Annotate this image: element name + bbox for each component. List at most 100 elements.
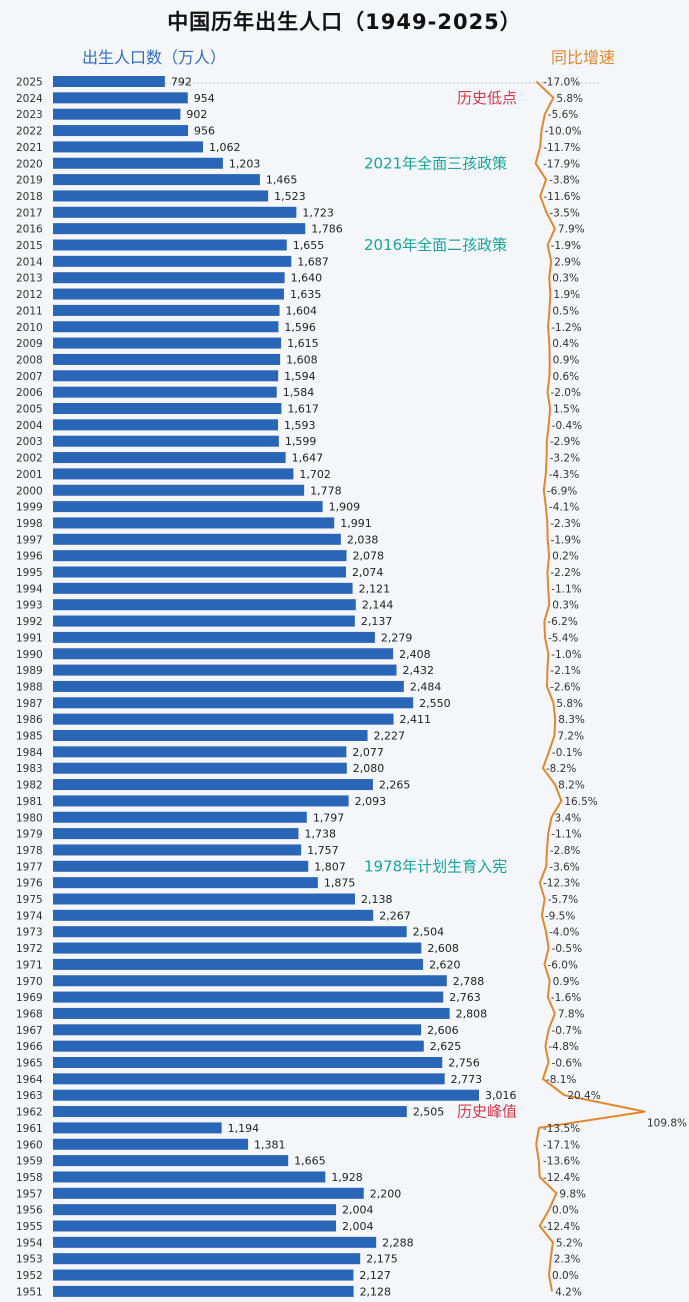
year-label: 2024 bbox=[16, 93, 43, 105]
bar bbox=[53, 860, 309, 872]
growth-value-label: -1.9% bbox=[551, 534, 581, 546]
annotation-label: 1978年计划生育入宪 bbox=[364, 857, 507, 875]
growth-value-label: -5.7% bbox=[548, 894, 578, 906]
bar-value-label: 2,200 bbox=[370, 1187, 402, 1200]
bar-value-label: 1,584 bbox=[283, 386, 315, 399]
bar-value-label: 1,062 bbox=[209, 141, 241, 154]
year-label: 2023 bbox=[16, 109, 43, 121]
bar bbox=[53, 337, 282, 349]
year-label: 1959 bbox=[16, 1156, 43, 1168]
growth-value-label: -5.6% bbox=[548, 109, 578, 121]
bar bbox=[53, 174, 260, 186]
bar-value-label: 1,797 bbox=[313, 811, 345, 824]
bar bbox=[53, 991, 444, 1003]
growth-value-label: -1.6% bbox=[551, 992, 581, 1004]
bar bbox=[53, 1040, 424, 1052]
year-label: 1970 bbox=[16, 976, 43, 988]
bar-value-label: 2,505 bbox=[413, 1106, 445, 1119]
year-label: 1962 bbox=[16, 1107, 43, 1119]
bar-value-label: 2,128 bbox=[360, 1285, 392, 1298]
bar bbox=[53, 680, 404, 692]
bar-value-label: 1,593 bbox=[284, 419, 316, 432]
bar bbox=[53, 403, 282, 414]
year-label: 1995 bbox=[16, 567, 43, 579]
bar bbox=[53, 288, 284, 300]
bar bbox=[53, 1269, 354, 1281]
year-label: 1975 bbox=[16, 894, 43, 906]
bar-value-label: 2,773 bbox=[451, 1073, 483, 1086]
year-label: 1957 bbox=[16, 1188, 43, 1200]
growth-value-label: 5.2% bbox=[556, 1237, 583, 1249]
right-axis-label: 同比增速 bbox=[551, 48, 616, 67]
year-label: 1985 bbox=[16, 731, 43, 743]
year-label: 2020 bbox=[16, 158, 43, 170]
year-label: 1976 bbox=[16, 878, 43, 890]
bar bbox=[53, 468, 294, 480]
bar-value-label: 3,016 bbox=[485, 1089, 517, 1102]
growth-value-label: 109.8% bbox=[647, 1118, 687, 1130]
growth-value-label: -1.2% bbox=[551, 322, 581, 334]
year-label: 1977 bbox=[16, 861, 43, 873]
bar-value-label: 1,738 bbox=[304, 828, 336, 841]
bar bbox=[53, 1236, 377, 1248]
year-label: 1990 bbox=[16, 649, 43, 661]
bar-value-label: 2,175 bbox=[366, 1253, 398, 1266]
year-label: 1973 bbox=[16, 927, 43, 939]
growth-value-label: -5.4% bbox=[548, 632, 578, 644]
bar-value-label: 2,504 bbox=[413, 926, 445, 939]
year-label: 2009 bbox=[16, 338, 43, 350]
bar bbox=[53, 125, 189, 137]
year-label: 1999 bbox=[16, 502, 43, 514]
growth-value-label: -4.3% bbox=[549, 469, 579, 481]
bar bbox=[53, 141, 204, 153]
bar bbox=[53, 1138, 249, 1150]
year-label: 1955 bbox=[16, 1221, 43, 1233]
bar-value-label: 2,808 bbox=[456, 1007, 488, 1020]
growth-value-label: -3.2% bbox=[550, 453, 580, 465]
bar-value-label: 954 bbox=[194, 92, 215, 105]
bar-value-label: 1,875 bbox=[324, 877, 356, 890]
year-label: 1997 bbox=[16, 534, 43, 546]
growth-value-label: -0.5% bbox=[552, 943, 582, 955]
bar bbox=[53, 419, 279, 431]
bar bbox=[53, 1220, 337, 1232]
bar-value-label: 1,909 bbox=[329, 501, 361, 514]
bar bbox=[53, 517, 335, 529]
year-label: 2000 bbox=[16, 485, 43, 497]
year-label: 1982 bbox=[16, 780, 43, 792]
year-label: 1971 bbox=[16, 959, 43, 971]
bar bbox=[53, 452, 286, 464]
bar-value-label: 1,778 bbox=[310, 484, 342, 497]
annotation-label: 历史峰值 bbox=[457, 1103, 517, 1121]
bar-value-label: 2,288 bbox=[382, 1236, 414, 1249]
growth-value-label: 0.4% bbox=[552, 338, 579, 350]
bar bbox=[53, 615, 355, 627]
year-label: 1964 bbox=[16, 1074, 43, 1086]
bar-value-label: 2,121 bbox=[359, 582, 391, 595]
bar bbox=[53, 631, 375, 643]
bar-value-label: 1,604 bbox=[286, 304, 318, 317]
bar bbox=[53, 1253, 361, 1265]
year-label: 1958 bbox=[16, 1172, 43, 1184]
year-label: 1988 bbox=[16, 681, 43, 693]
bar-value-label: 2,279 bbox=[381, 631, 413, 644]
growth-value-label: 9.8% bbox=[559, 1188, 586, 1200]
growth-value-label: -3.8% bbox=[549, 175, 579, 187]
bar bbox=[53, 1204, 337, 1216]
growth-value-label: -2.8% bbox=[550, 845, 580, 857]
year-label: 2014 bbox=[16, 256, 43, 268]
bar bbox=[53, 108, 181, 120]
bar-value-label: 2,608 bbox=[427, 942, 459, 955]
year-label: 2013 bbox=[16, 273, 43, 285]
growth-value-label: -1.9% bbox=[551, 240, 581, 252]
growth-value-label: -1.1% bbox=[551, 583, 581, 595]
year-label: 2010 bbox=[16, 322, 43, 334]
growth-value-label: 16.5% bbox=[564, 796, 597, 808]
growth-value-label: -3.5% bbox=[549, 207, 579, 219]
bar-value-label: 1,640 bbox=[291, 272, 323, 285]
growth-value-label: 4.2% bbox=[555, 1286, 582, 1298]
bar-value-label: 2,137 bbox=[361, 615, 393, 628]
bar-value-label: 2,484 bbox=[410, 680, 442, 693]
year-label: 2002 bbox=[16, 453, 43, 465]
